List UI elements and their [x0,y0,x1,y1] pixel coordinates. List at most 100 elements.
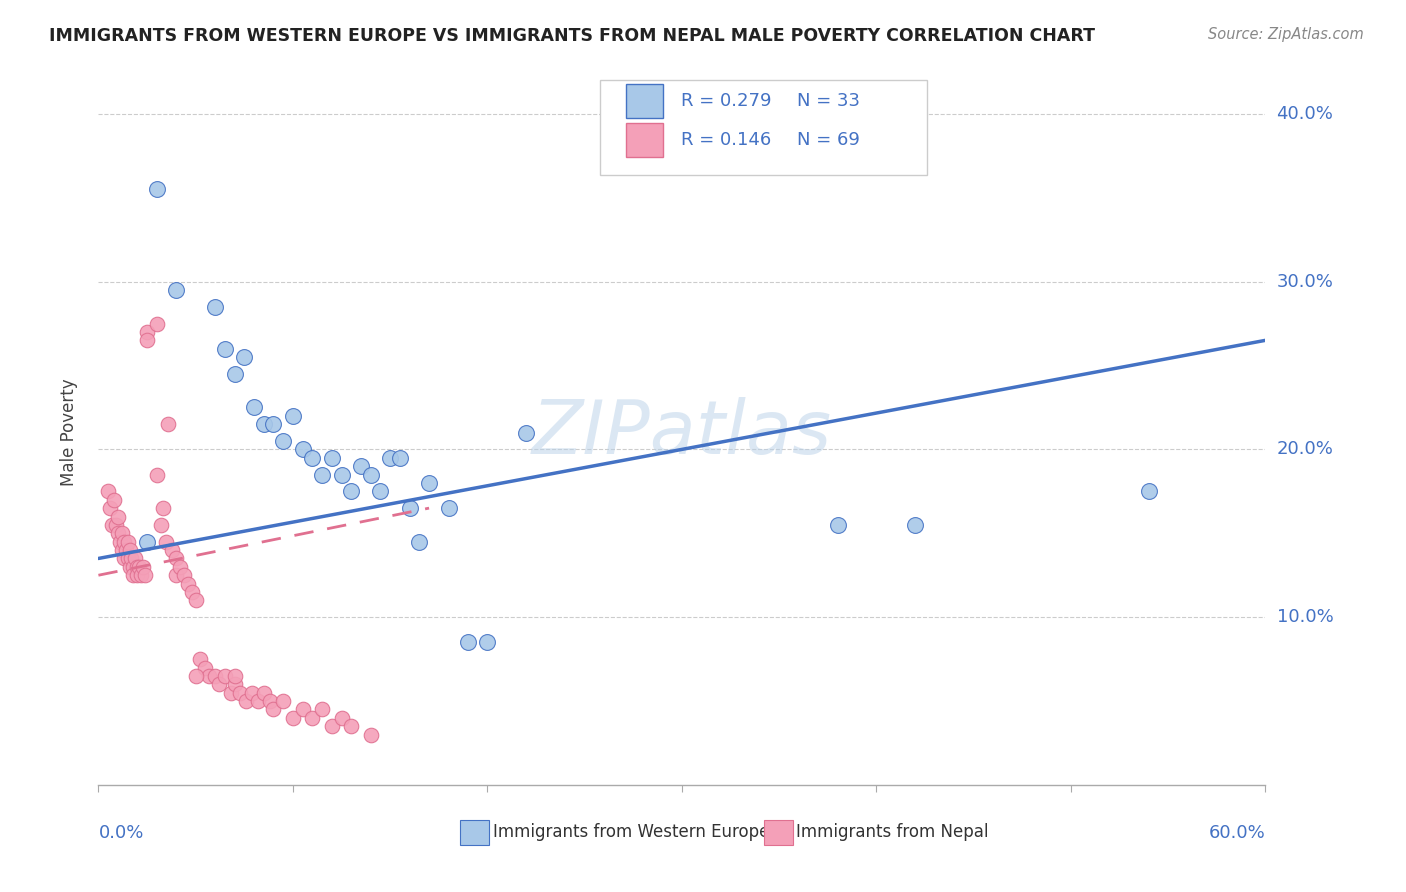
Point [330,467,353,482]
Point [219,686,242,700]
Point [224,367,246,381]
Point [198,669,221,683]
Point [107,509,129,524]
Point [398,501,420,516]
Point [107,526,129,541]
Point [380,450,402,465]
Point [262,417,284,432]
Point [418,475,440,490]
Point [152,501,174,516]
Point [129,568,152,582]
Point [165,283,187,297]
Point [253,686,276,700]
Point [104,517,127,532]
Point [134,568,156,582]
Point [118,543,141,558]
Text: N = 33: N = 33 [797,92,860,111]
Point [111,526,134,541]
Text: R = 0.146: R = 0.146 [681,131,770,149]
Point [146,317,169,331]
Point [235,694,257,708]
Point [240,686,263,700]
Point [118,559,141,574]
FancyBboxPatch shape [460,821,489,845]
Text: 10.0%: 10.0% [1277,608,1333,626]
Point [291,442,314,457]
Point [437,501,460,516]
Point [246,694,269,708]
Point [321,450,343,465]
Text: Source: ZipAtlas.com: Source: ZipAtlas.com [1208,27,1364,42]
Point [515,425,537,440]
Point [457,635,479,649]
Point [311,467,333,482]
Point [194,660,217,674]
Point [121,551,143,566]
Point [330,711,353,725]
Point [108,534,131,549]
Point [311,702,333,716]
Point [98,501,121,516]
Point [301,450,323,465]
Point [259,694,281,708]
Point [388,450,411,465]
Point [1137,484,1160,499]
Text: 40.0%: 40.0% [1277,105,1333,123]
Point [224,669,246,683]
Point [103,492,125,507]
Point [117,551,139,566]
Point [204,669,226,683]
Point [169,559,191,574]
Point [214,342,236,356]
Point [180,585,202,599]
Point [291,702,314,716]
Point [321,719,343,733]
Point [224,677,246,691]
Point [177,576,200,591]
Text: ZIPatlas: ZIPatlas [531,397,832,468]
Point [136,334,159,348]
Point [477,635,499,649]
Point [204,300,226,314]
Text: R = 0.279: R = 0.279 [681,92,772,111]
Point [904,517,927,532]
Y-axis label: Male Poverty: Male Poverty [59,379,77,486]
Point [122,559,145,574]
FancyBboxPatch shape [600,80,927,176]
Point [111,543,134,558]
Point [114,543,136,558]
Point [262,702,284,716]
Point [157,417,180,432]
Point [162,543,184,558]
Point [827,517,849,532]
Point [243,401,266,415]
Text: 60.0%: 60.0% [1209,823,1265,842]
Point [112,534,135,549]
Text: Immigrants from Western Europe: Immigrants from Western Europe [494,823,769,841]
Point [165,551,187,566]
Text: 20.0%: 20.0% [1277,441,1333,458]
Point [117,534,139,549]
Point [408,534,430,549]
Point [271,694,294,708]
FancyBboxPatch shape [763,821,793,845]
Point [124,551,146,566]
FancyBboxPatch shape [626,123,664,157]
Point [301,711,323,725]
Point [271,434,294,448]
Point [184,593,207,607]
Point [340,719,363,733]
Text: N = 69: N = 69 [797,131,860,149]
Point [173,568,195,582]
Point [360,728,382,742]
Text: Immigrants from Nepal: Immigrants from Nepal [796,823,988,841]
Point [112,551,135,566]
Point [97,484,120,499]
Point [370,484,392,499]
Point [127,559,149,574]
Point [127,568,149,582]
Point [136,534,159,549]
Point [340,484,363,499]
Text: 30.0%: 30.0% [1277,273,1333,291]
Point [188,652,211,666]
